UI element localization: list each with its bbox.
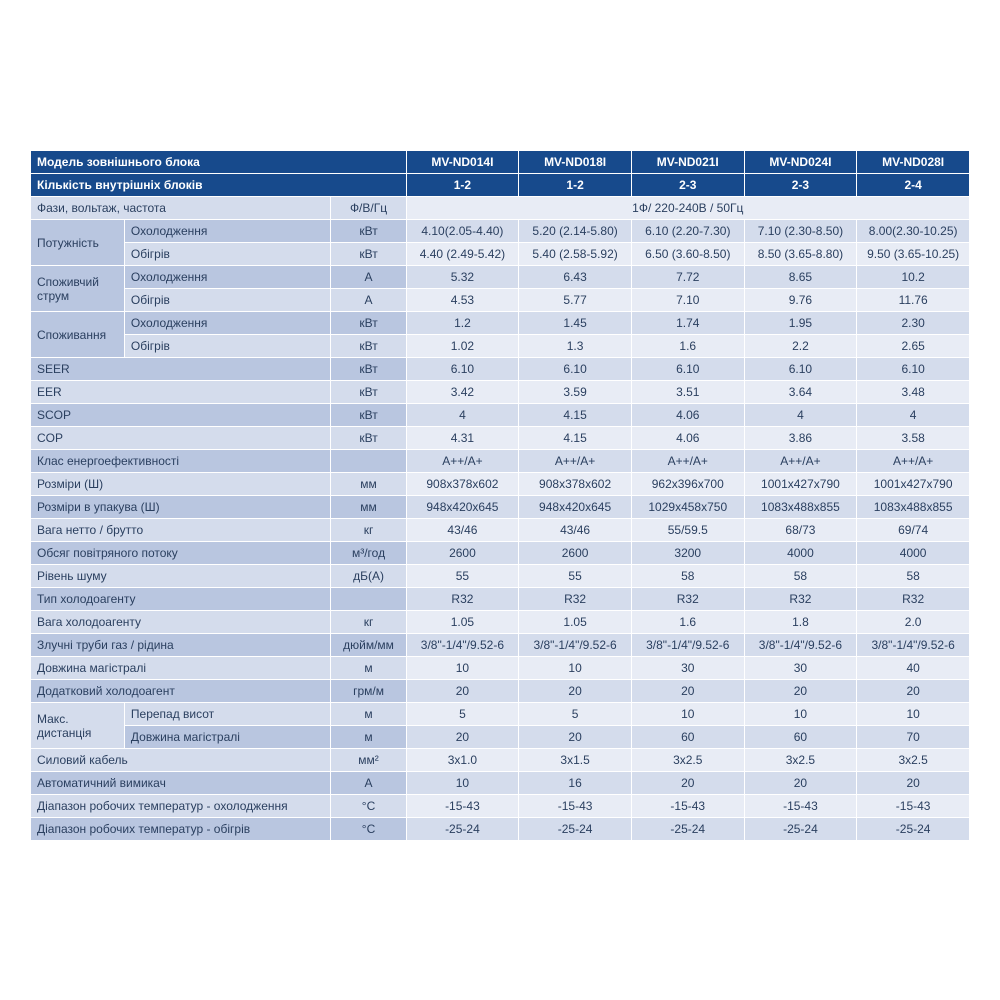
row-temp_cool: Діапазон робочих температур - охолодженн… [31,795,970,818]
model-0: MV-ND014I [406,151,519,174]
row-cop: COPкВт4.314.154.063.863.58 [31,427,970,450]
row-current-heat: Обігрів А 4.53 5.77 7.10 9.76 11.76 [31,289,970,312]
row-noise: Рівень шумудБ(А)5555585858 [31,565,970,588]
model-1: MV-ND018I [519,151,632,174]
row-cable: Силовий кабельмм²3x1.03x1.53x2.53x2.53x2… [31,749,970,772]
model-3: MV-ND024I [744,151,857,174]
row-max-dist-drop: Макс. дистанціяПерепад висотм55101010 [31,703,970,726]
row-current-cool: Споживчий струм Охолодження А 5.32 6.43 … [31,266,970,289]
header-row-model: Модель зовнішнього блока MV-ND014I MV-ND… [31,151,970,174]
row-weight: Вага нетто / бруттокг43/4643/4655/59.568… [31,519,970,542]
row-pipe_length: Довжина магістралім1010303040 [31,657,970,680]
row-energy_class: Клас енергоефективностіA++/A+A++/A+A++/A… [31,450,970,473]
row-pipes: Злучні труби газ / рідинадюйм/мм3/8"-1/4… [31,634,970,657]
row-temp_heat: Діапазон робочих температур - обігрів°C-… [31,818,970,841]
indoor-label: Кількість внутрішніх блоків [31,174,407,197]
model-2: MV-ND021I [631,151,744,174]
row-max-dist-len: Довжина магістралім2020606070 [31,726,970,749]
row-dims: Розміри (Ш)мм908x378x602908x378x602962x3… [31,473,970,496]
row-extra_refrigerant: Додатковий холодоагентгрм/м2020202020 [31,680,970,703]
row-dims_pack: Розміри в упакува (Ш)мм948x420x645948x42… [31,496,970,519]
row-phase: Фази, вольтаж, частота Ф/В/Гц 1Ф/ 220-24… [31,197,970,220]
row-refrigerant_weight: Вага холодоагентукг1.051.051.61.82.0 [31,611,970,634]
spec-table: Модель зовнішнього блока MV-ND014I MV-ND… [30,150,970,841]
model-label: Модель зовнішнього блока [31,151,407,174]
model-4: MV-ND028I [857,151,970,174]
row-refrigerant_type: Тип холодоагентуR32R32R32R32R32 [31,588,970,611]
row-power-cool: Потужність Охолодження кВт 4.10(2.05-4.4… [31,220,970,243]
row-scop: SCOPкВт44.154.0644 [31,404,970,427]
row-breaker: Автоматичний вимикачА1016202020 [31,772,970,795]
row-seer: SEERкВт6.106.106.106.106.10 [31,358,970,381]
row-eer: EERкВт3.423.593.513.643.48 [31,381,970,404]
header-row-indoor: Кількість внутрішніх блоків 1-2 1-2 2-3 … [31,174,970,197]
row-airflow: Обсяг повітряного потокум³/год2600260032… [31,542,970,565]
row-power-heat: Обігрів кВт 4.40 (2.49-5.42) 5.40 (2.58-… [31,243,970,266]
row-consumption-cool: Споживання Охолодження кВт 1.2 1.45 1.74… [31,312,970,335]
row-consumption-heat: Обігрів кВт 1.02 1.3 1.6 2.2 2.65 [31,335,970,358]
